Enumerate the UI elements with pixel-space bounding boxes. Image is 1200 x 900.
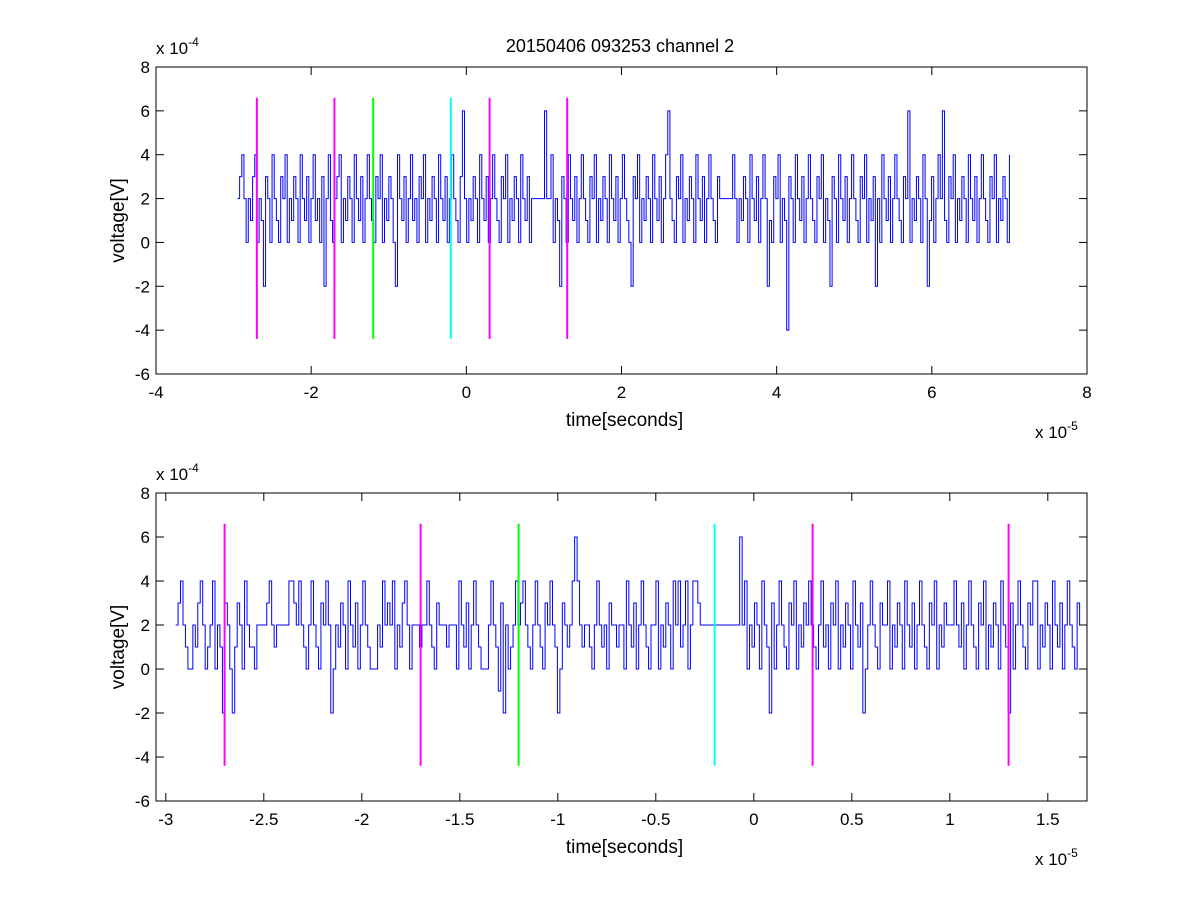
subplot-bottom: -3 -2.5 -2 -1.5 -1 -0.5 0 0.5 1 1.5 -6 -4 -2 0 2 4 6 8 tim… [108,461,1088,869]
axes-frame [155,492,1088,802]
y-tick-label: 6 [141,528,150,547]
x-tick-label: 6 [927,383,936,402]
y-tick-label: 4 [141,572,150,591]
y-tick-label: 8 [141,484,150,503]
x-tick-label: -2 [354,810,369,829]
y-tick-label: -4 [135,748,150,767]
x-exponent-label: x 10-5 [1035,419,1078,442]
y-axis-label: voltage[V] [108,605,129,690]
x-tick-label: 0.5 [840,810,864,829]
signal-trace [175,536,1087,714]
y-exponent-label: x 10-4 [156,35,199,58]
x-tick-label: 1 [945,810,954,829]
y-tick-label: 8 [141,58,150,77]
y-tick-label: -6 [135,792,150,811]
y-tick-label: 2 [141,616,150,635]
x-tick-label: 0 [462,383,471,402]
axes-frame [155,66,1088,375]
x-axis-label: time[seconds] [566,410,683,431]
y-axis-label: voltage[V] [108,178,129,263]
x-tick-label: -3 [158,810,173,829]
y-tick-label: -2 [135,277,150,296]
y-tick-label: 0 [141,660,150,679]
x-tick-label: 2 [617,383,626,402]
x-tick-label: -2 [304,383,319,402]
x-tick-label: -1.5 [445,810,474,829]
x-tick-label: 0 [749,810,758,829]
y-tick-label: -4 [135,321,150,340]
x-tick-label: 1.5 [1036,810,1060,829]
x-tick-label: 4 [772,383,781,402]
x-tick-label: -1 [550,810,565,829]
x-exponent-label: x 10-5 [1035,846,1078,869]
signal-trace [237,110,1010,331]
x-tick-label: 8 [1082,383,1091,402]
subplot-top: -4 -2 0 2 4 6 8-6-4-202468time[seconds]voltage… [108,35,1092,442]
x-axis-label: time[seconds] [566,837,683,858]
y-exponent-label: x 10-4 [156,461,199,484]
x-tick-label: -4 [148,383,163,402]
y-tick-label: 2 [141,190,150,209]
x-tick-label: -0.5 [641,810,670,829]
figure-title: 20150406 093253 channel 2 [506,36,734,56]
y-tick-label: 6 [141,102,150,121]
y-tick-label: -2 [135,704,150,723]
x-tick-label: -2.5 [249,810,278,829]
y-tick-label: 4 [141,146,150,165]
y-tick-label: -6 [135,365,150,384]
y-tick-label: 0 [141,233,150,252]
